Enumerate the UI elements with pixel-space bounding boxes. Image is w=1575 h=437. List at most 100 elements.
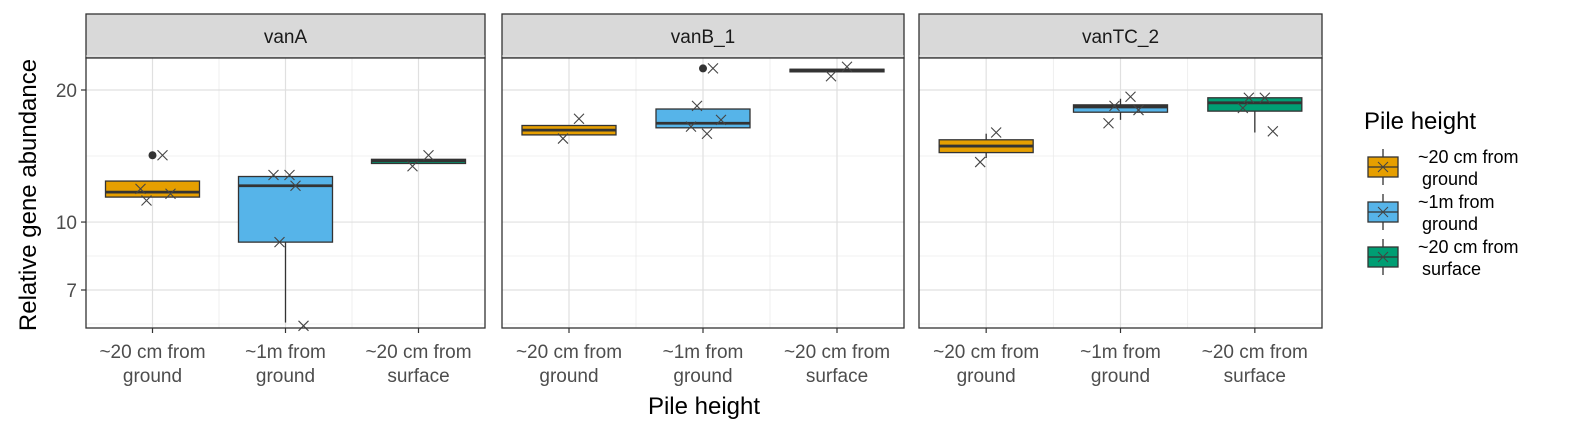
box-body	[655, 108, 751, 129]
x-tick-label-line: surface	[806, 366, 868, 387]
jitter-point	[157, 149, 168, 161]
legend-entry-0: ~20 cm from ground	[1367, 147, 1519, 189]
y-axis-title: Relative gene abundance	[15, 59, 42, 331]
x-tick-label-line: ~1m from	[245, 342, 326, 363]
box-vanA-1	[237, 169, 334, 332]
legend-label-line: ~20 cm from	[1418, 147, 1519, 167]
jitter-point	[284, 169, 295, 181]
jitter-point	[974, 156, 986, 168]
box-vanA-0	[104, 149, 201, 206]
jitter-point	[685, 121, 697, 133]
x-tick-label: ~1m from ground	[1080, 342, 1161, 387]
jitter-point	[141, 195, 152, 206]
box-vanTC_2-0	[938, 127, 1034, 168]
legend-label-line: ground	[1422, 169, 1478, 189]
box-vanB_1-2	[789, 61, 885, 82]
x-tick-label-line: ~20 cm from	[933, 342, 1039, 363]
jitter-point	[290, 180, 301, 192]
legend-label: ~1m from ground	[1418, 192, 1495, 234]
legend-entry-1: ~1m from ground	[1367, 192, 1495, 234]
box-vanB_1-0	[521, 113, 617, 144]
jitter-point	[1133, 104, 1144, 116]
legend-key-point	[1377, 206, 1389, 218]
legend-label-line: surface	[1422, 259, 1481, 279]
legend-label-line: ~20 cm from	[1418, 237, 1519, 257]
box-vanTC_2-1	[1072, 91, 1169, 129]
jitter-point	[1125, 91, 1136, 103]
box-vanB_1-1	[655, 63, 751, 140]
x-tick-label: ~20 cm from ground	[516, 342, 622, 387]
legend-entry-2: ~20 cm from surface	[1367, 237, 1519, 279]
jitter-point	[423, 149, 434, 161]
x-axis-title: Pile height	[648, 393, 760, 420]
y-tick-label: 10	[56, 213, 77, 234]
x-tick-label-line: ground	[256, 366, 315, 387]
facet-title: vanTC_2	[1082, 27, 1159, 48]
y-tick-label: 7	[66, 281, 77, 302]
jitter-point	[1259, 92, 1271, 104]
jitter-point	[1109, 100, 1120, 112]
jitter-point	[691, 100, 703, 112]
x-tick-label-line: surface	[1224, 366, 1286, 387]
x-tick-label-line: ~20 cm from	[516, 342, 622, 363]
box-body	[104, 180, 201, 198]
jitter-point	[557, 133, 569, 144]
jitter-point	[407, 160, 418, 172]
jitter-point	[1267, 125, 1279, 137]
x-tick-label-line: ground	[539, 366, 598, 387]
box-vanA-2	[370, 149, 467, 172]
jitter-point	[715, 114, 727, 126]
jitter-point	[1237, 102, 1249, 114]
legend-label: ~20 cm from ground	[1418, 147, 1519, 189]
jitter-point	[268, 169, 279, 181]
legend-key-point	[1377, 161, 1389, 173]
legend-title: Pile height	[1364, 108, 1476, 135]
jitter-point	[274, 236, 285, 248]
facet-strip	[501, 13, 905, 59]
facet-strip	[85, 13, 486, 59]
jitter-point	[298, 320, 309, 332]
x-tick-label: ~20 cm from surface	[1202, 342, 1308, 387]
facet-title: vanB_1	[671, 27, 735, 48]
outlier-point	[699, 64, 707, 73]
box-body	[1207, 97, 1303, 112]
jitter-point	[135, 183, 146, 195]
outlier-point	[148, 151, 157, 160]
x-tick-label-line: ~20 cm from	[784, 342, 890, 363]
legend-label-line: ~1m from	[1418, 192, 1495, 212]
legend-label-line: ground	[1422, 214, 1478, 234]
jitter-point	[1103, 117, 1114, 129]
x-tick-label-line: ground	[673, 366, 732, 387]
legend-key-point	[1377, 251, 1389, 263]
box-body	[237, 175, 334, 243]
x-tick-label-line: ~20 cm from	[1202, 342, 1308, 363]
jitter-point	[165, 188, 176, 200]
x-tick-label-line: ~20 cm from	[99, 342, 205, 363]
x-tick-label: ~20 cm from surface	[784, 342, 890, 387]
facet-strip	[918, 13, 1323, 59]
x-tick-label: ~1m from ground	[245, 342, 326, 387]
x-tick-label-line: ground	[1091, 366, 1150, 387]
jitter-point	[707, 63, 719, 74]
jitter-point	[701, 128, 713, 140]
x-tick-label-line: ~1m from	[1080, 342, 1161, 363]
box-body	[1072, 104, 1169, 113]
x-tick-label-line: surface	[387, 366, 449, 387]
jitter-point	[1243, 92, 1255, 104]
x-tick-label: ~1m from ground	[663, 342, 744, 387]
x-tick-label: ~20 cm from surface	[365, 342, 471, 387]
x-tick-label-line: ~20 cm from	[365, 342, 471, 363]
x-tick-label: ~20 cm from ground	[933, 342, 1039, 387]
panel-vanA: vanA~20 cm from ground~1m from ground~20 c…	[56, 13, 486, 387]
x-tick-label: ~20 cm from ground	[99, 342, 205, 387]
x-tick-label-line: ground	[123, 366, 182, 387]
panel-vanB_1: vanB_1~20 cm from ground~1m from ground~20…	[501, 13, 905, 387]
jitter-point	[825, 70, 837, 82]
legend: Pile height~20 cm from ground~1m from grou…	[1364, 108, 1519, 279]
legend-label: ~20 cm from surface	[1418, 237, 1519, 279]
jitter-point	[990, 127, 1002, 138]
facet-title: vanA	[264, 27, 308, 48]
x-tick-label-line: ~1m from	[663, 342, 744, 363]
